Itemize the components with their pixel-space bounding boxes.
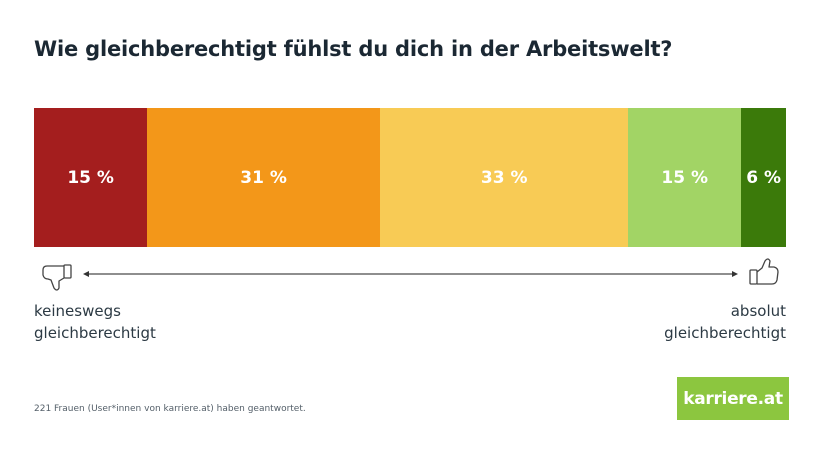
bar-segment-1: 15 % — [34, 108, 148, 247]
karriere-logo[interactable]: karriere.at — [677, 377, 789, 420]
bar-segment-label: 6 % — [746, 167, 782, 188]
scale-left-label-line1: keineswegs — [34, 302, 121, 320]
bar-segment-label: 15 % — [67, 167, 114, 188]
stacked-bar: 15 % 31 % 33 % 15 % 6 % — [34, 108, 787, 247]
footnote: 221 Frauen (User*innen von karriere.at) … — [34, 404, 306, 414]
bar-segment-label: 15 % — [661, 167, 709, 188]
scale-right-label-line1: absolut — [730, 302, 786, 320]
thumbs-up-icon — [749, 258, 779, 285]
scale-arrow — [83, 271, 738, 277]
bar-segment-3: 33 % — [379, 108, 629, 247]
chart-title: Wie gleichberechtigt fühlst du dich in d… — [34, 37, 673, 61]
scale-right-label: absolut gleichberechtigt — [664, 300, 786, 344]
bar-segment-label: 33 % — [480, 167, 528, 188]
bar-segment-5: 6 % — [740, 108, 787, 247]
bar-segment-2: 31 % — [146, 108, 381, 247]
thumbs-down-icon — [42, 264, 72, 291]
scale-left-label-line2: gleichberechtigt — [34, 324, 156, 342]
scale-right-label-line2: gleichberechtigt — [664, 324, 786, 342]
scale-left-label: keineswegs gleichberechtigt — [34, 300, 156, 344]
bar-segment-4: 15 % — [628, 108, 742, 247]
bar-segment-label: 31 % — [240, 167, 287, 188]
